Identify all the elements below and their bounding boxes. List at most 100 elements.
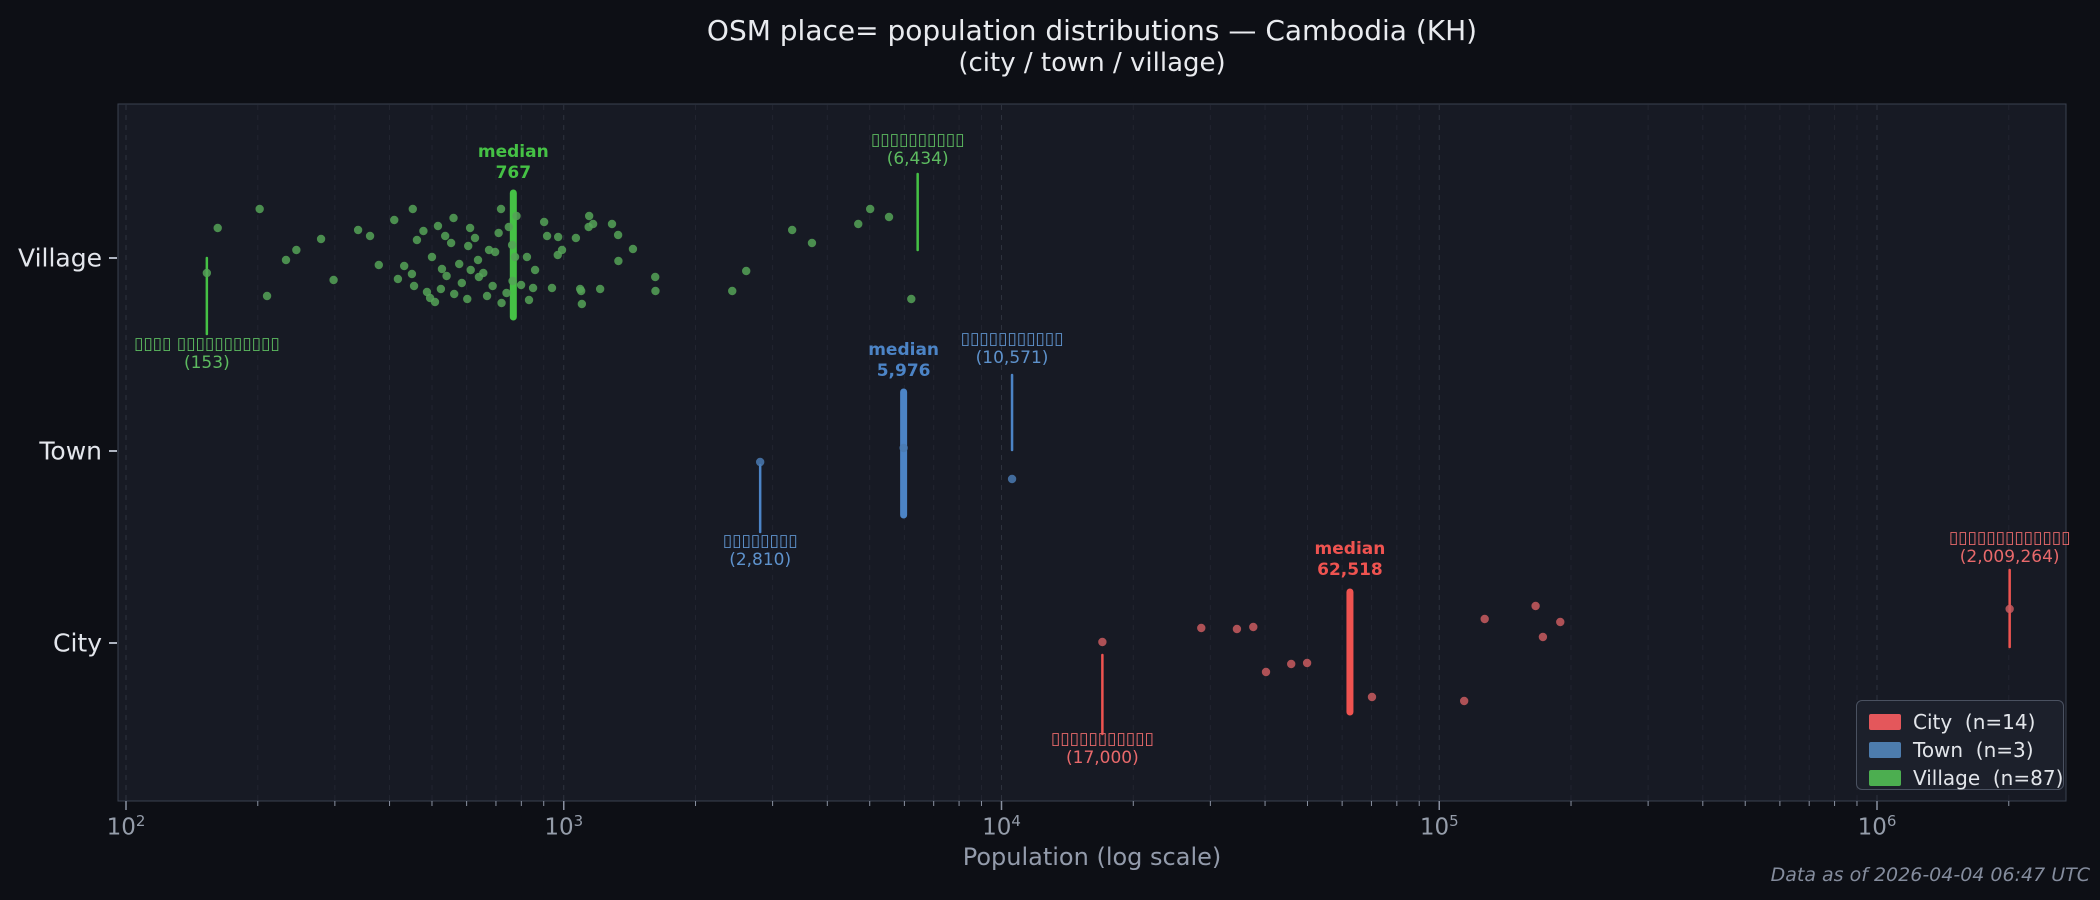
town-median-label: median [868, 340, 939, 360]
legend-swatch-town [1869, 742, 1901, 758]
city-median-label: median [1315, 539, 1386, 559]
village-data-point [473, 255, 483, 265]
x-tick-label-10e3: 103 [544, 812, 584, 841]
city-data-point [1098, 637, 1107, 647]
village-data-point [553, 232, 563, 242]
village-data-point [409, 281, 419, 291]
village-data-point [508, 276, 517, 286]
village-data-point [442, 271, 451, 281]
village-data-point [465, 223, 475, 233]
village-data-point [292, 245, 301, 255]
village-data-point [510, 252, 520, 262]
village-data-point [316, 234, 326, 244]
village-data-point [507, 240, 517, 250]
x-axis-title: Population (log scale) [962, 843, 1222, 871]
village-data-point [281, 255, 291, 265]
village-data-point [504, 222, 514, 232]
village-data-point [479, 268, 488, 278]
village-data-point [463, 294, 472, 304]
village-data-point [255, 204, 264, 214]
village-data-point [202, 268, 212, 278]
town-data-point [899, 443, 908, 453]
town-min-value: (2,810) [729, 550, 791, 570]
village-data-point [329, 275, 338, 285]
village-data-point [607, 219, 617, 229]
village-data-point [557, 245, 567, 255]
village-data-point [907, 294, 916, 304]
village-data-point [742, 266, 751, 276]
town-min-place-name: ▯▯▯▯▯▯▯▯ [723, 531, 798, 551]
village-data-point [449, 289, 459, 299]
legend-row-town: Town (n=3) [1869, 738, 2051, 762]
village-data-point [482, 291, 492, 301]
village-data-point [547, 283, 557, 293]
y-category-label-town: Town [39, 436, 102, 466]
city-data-point [1287, 659, 1296, 669]
village-data-point [613, 230, 623, 240]
village-data-point [464, 241, 473, 251]
town-data-point [755, 457, 765, 467]
village-data-point [584, 222, 593, 232]
village-min-value: (153) [184, 353, 230, 373]
town-data-point [1007, 474, 1017, 484]
city-data-point [1232, 624, 1242, 634]
plot-area [117, 103, 2067, 802]
city-data-point [1459, 696, 1469, 706]
city-data-point [1249, 622, 1258, 632]
village-data-point [516, 280, 526, 290]
village-data-point [528, 283, 538, 293]
city-data-point [1367, 692, 1377, 702]
village-max-place-name: ▯▯▯▯▯▯▯▯▯▯ [871, 130, 965, 150]
village-data-point [427, 252, 437, 262]
village-data-point [365, 231, 375, 241]
village-median-label: median [478, 142, 549, 162]
village-data-point [470, 233, 480, 243]
village-data-point [651, 286, 660, 296]
village-data-point [353, 225, 363, 235]
village-data-point [446, 238, 456, 248]
village-data-point [854, 219, 863, 229]
city-min-value: (17,000) [1066, 748, 1139, 768]
y-category-label-village: Village [18, 243, 102, 273]
village-data-point [399, 261, 409, 271]
village-data-point [393, 274, 403, 284]
village-data-point [524, 295, 534, 305]
x-tick-label-10e4: 104 [982, 812, 1021, 841]
city-data-point [2005, 604, 2014, 614]
village-data-point [374, 260, 383, 270]
x-tick-label-10e2: 102 [106, 812, 146, 841]
legend-row-village: Village (n=87) [1869, 766, 2063, 790]
legend-label-village: Village (n=87) [1913, 766, 2064, 790]
village-data-point [408, 204, 417, 214]
legend-swatch-village [1869, 770, 1901, 786]
village-data-point [449, 213, 458, 223]
city-max-place-name: ▯▯▯▯▯▯▯▯▯▯▯▯▯ [1949, 528, 2071, 548]
city-min-place-name: ▯▯▯▯▯▯▯▯▯▯▯ [1051, 729, 1154, 749]
village-data-point [584, 211, 594, 221]
village-data-point [628, 244, 638, 254]
x-tick-label-10e5: 105 [1419, 812, 1459, 841]
legend-swatch-city [1869, 714, 1901, 730]
data-timestamp-footer: Data as of 2026-04-04 06:47 UTC [1770, 864, 2090, 886]
village-data-point [571, 233, 581, 243]
town-max-place-name: ▯▯▯▯▯▯▯▯▯▯▯ [961, 329, 1064, 349]
village-data-point [455, 259, 464, 269]
village-data-point [530, 265, 540, 275]
village-data-point [595, 284, 605, 294]
legend: City (n=14) Town (n=3) Village (n=87) [1856, 700, 2064, 790]
city-max-value: (2,009,264) [1960, 547, 2060, 567]
village-data-point [390, 215, 399, 225]
village-data-point [437, 264, 447, 274]
town-max-value: (10,571) [976, 348, 1049, 368]
x-tick-label-10e6: 106 [1857, 812, 1897, 841]
village-min-place-name: ▯▯▯▯ ▯▯▯▯▯▯▯▯▯▯▯ [134, 334, 280, 354]
village-data-point [490, 247, 500, 257]
city-data-point [1197, 623, 1206, 633]
village-data-point [728, 286, 737, 296]
village-data-point [614, 256, 623, 266]
village-data-point [213, 223, 222, 233]
village-data-point [539, 217, 549, 227]
village-data-point [787, 225, 797, 235]
